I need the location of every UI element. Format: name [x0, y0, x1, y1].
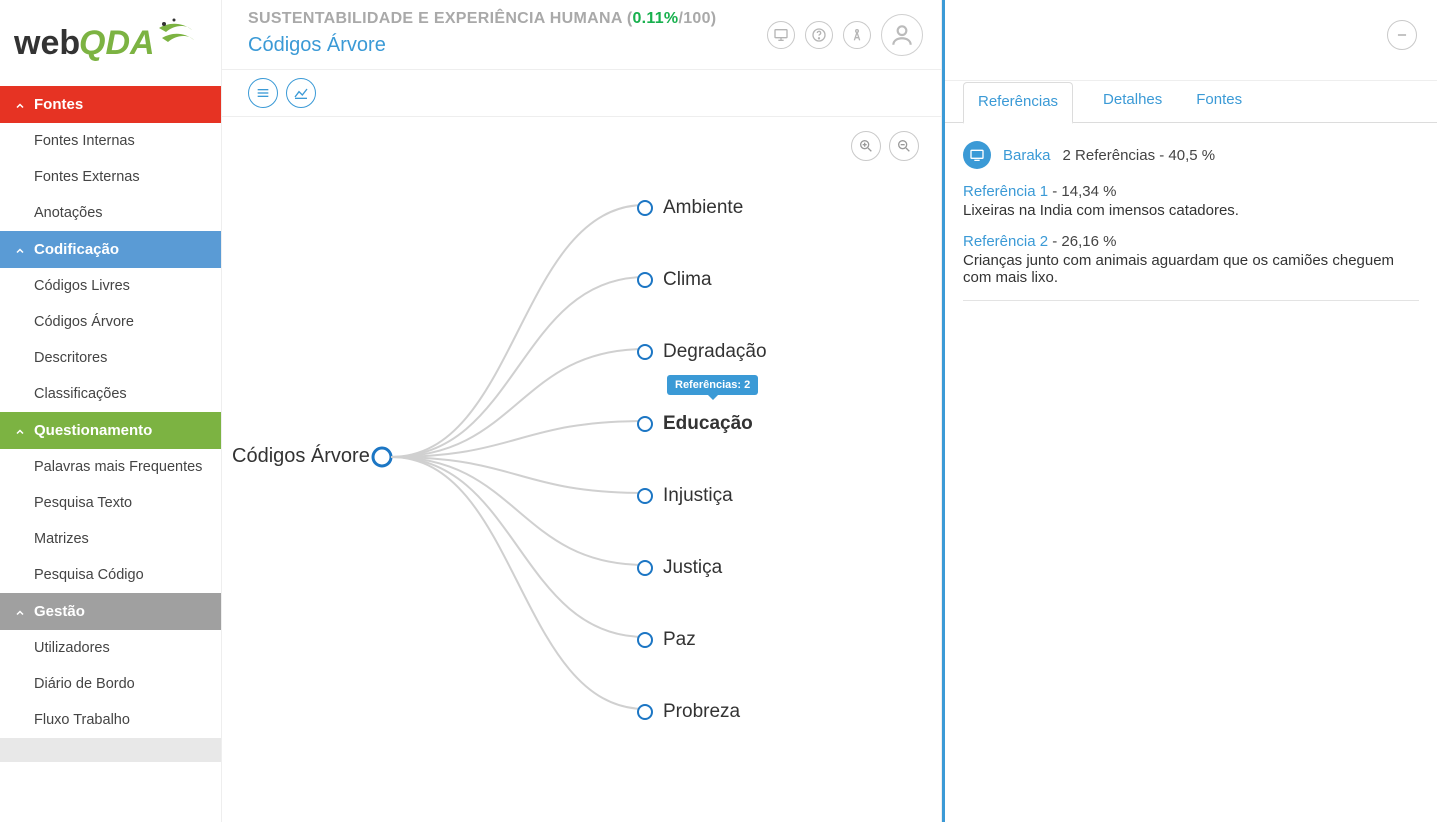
node-circle-icon: [637, 704, 653, 720]
sidebar-item-codificacao-1[interactable]: Códigos Árvore: [0, 304, 221, 340]
logo: web QDA: [0, 0, 221, 86]
tree-node-6[interactable]: Paz: [637, 629, 696, 651]
leaf-icon: [162, 34, 194, 42]
project-title: SUSTENTABILIDADE E EXPERIÊNCIA HUMANA (0…: [248, 10, 767, 28]
avatar[interactable]: [881, 14, 923, 56]
section-label: Gestão: [34, 603, 85, 620]
tree-node-5[interactable]: Justiça: [637, 557, 722, 579]
sidebar: web QDA Fontes Fontes InternasFontes Exte…: [0, 0, 222, 822]
sidebar-item-questionamento-3[interactable]: Pesquisa Código: [0, 557, 221, 593]
chevron-up-icon: [14, 244, 26, 256]
details-panel: Referências Detalhes Fontes Baraka 2 Refer…: [942, 0, 1437, 822]
sidebar-item-gestao-2[interactable]: Fluxo Trabalho: [0, 702, 221, 738]
node-circle-icon: [637, 560, 653, 576]
sidebar-item-codificacao-3[interactable]: Classificações: [0, 376, 221, 412]
tree-node-2[interactable]: Degradação: [637, 341, 767, 363]
sidebar-footer: [0, 738, 221, 762]
sidebar-item-codificacao-2[interactable]: Descritores: [0, 340, 221, 376]
node-label: Justiça: [663, 557, 722, 579]
sidebar-item-fontes-1[interactable]: Fontes Externas: [0, 159, 221, 195]
tree-root-label: Códigos Árvore: [232, 445, 370, 468]
main-area: SUSTENTABILIDADE E EXPERIÊNCIA HUMANA (0…: [222, 0, 942, 822]
sidebar-item-codificacao-0[interactable]: Códigos Livres: [0, 268, 221, 304]
sidebar-item-gestao-1[interactable]: Diário de Bordo: [0, 666, 221, 702]
node-label: Educação: [663, 413, 753, 435]
project-total: /100: [678, 10, 710, 27]
sidebar-item-questionamento-1[interactable]: Pesquisa Texto: [0, 485, 221, 521]
node-label: Paz: [663, 629, 696, 651]
list-view-button[interactable]: [248, 78, 278, 108]
tree-node-3[interactable]: Educação: [637, 413, 753, 435]
reference-text: Crianças junto com animais aguardam que …: [963, 252, 1419, 286]
project-percent: 0.11%: [632, 10, 678, 27]
node-circle-icon: [637, 488, 653, 504]
reference-text: Lixeiras na India com imensos catadores.: [963, 202, 1419, 219]
presentation-icon[interactable]: [767, 21, 795, 49]
section-label: Questionamento: [34, 422, 152, 439]
node-label: Degradação: [663, 341, 767, 363]
node-circle-icon: [637, 344, 653, 360]
tree-node-1[interactable]: Clima: [637, 269, 712, 291]
compass-icon[interactable]: [843, 21, 871, 49]
panel-body: Baraka 2 Referências - 40,5 % Referência…: [945, 123, 1437, 319]
section-header-fontes[interactable]: Fontes: [0, 86, 221, 123]
section-label: Fontes: [34, 96, 83, 113]
panel-separator: [963, 300, 1419, 301]
reference-0: Referência 1 - 14,34 % Lixeiras na India …: [963, 183, 1419, 219]
reference-percent: - 14,34 %: [1048, 183, 1116, 200]
source-type-icon: [963, 141, 991, 169]
source-row: Baraka 2 Referências - 40,5 %: [963, 141, 1419, 169]
node-label: Injustiça: [663, 485, 733, 507]
node-circle-icon: [637, 632, 653, 648]
sidebar-item-questionamento-2[interactable]: Matrizes: [0, 521, 221, 557]
section-header-codificacao[interactable]: Codificação: [0, 231, 221, 268]
help-icon[interactable]: [805, 21, 833, 49]
source-meta: 2 Referências - 40,5 %: [1063, 147, 1216, 164]
chevron-up-icon: [14, 606, 26, 618]
panel-tabs: Referências Detalhes Fontes: [945, 81, 1437, 123]
chevron-up-icon: [14, 99, 26, 111]
node-circle-icon: [637, 272, 653, 288]
node-label: Clima: [663, 269, 712, 291]
tab-2[interactable]: Fontes: [1192, 81, 1246, 122]
section-header-gestao[interactable]: Gestão: [0, 593, 221, 630]
source-name[interactable]: Baraka: [1003, 147, 1051, 164]
section-header-questionamento[interactable]: Questionamento: [0, 412, 221, 449]
tab-0[interactable]: Referências: [963, 82, 1073, 124]
reference-count-badge: Referências: 2: [667, 375, 758, 395]
collapse-panel-button[interactable]: [1387, 20, 1417, 50]
reference-link[interactable]: Referência 2: [963, 233, 1048, 250]
node-circle-icon: [637, 200, 653, 216]
sidebar-item-gestao-0[interactable]: Utilizadores: [0, 630, 221, 666]
chevron-up-icon: [14, 425, 26, 437]
sidebar-item-fontes-2[interactable]: Anotações: [0, 195, 221, 231]
node-label: Probreza: [663, 701, 740, 723]
page-subtitle: Códigos Árvore: [248, 34, 767, 57]
tree-view-button[interactable]: [286, 78, 316, 108]
topbar: SUSTENTABILIDADE E EXPERIÊNCIA HUMANA (0…: [222, 0, 941, 70]
reference-percent: - 26,16 %: [1048, 233, 1116, 250]
sidebar-item-fontes-0[interactable]: Fontes Internas: [0, 123, 221, 159]
reference-1: Referência 2 - 26,16 % Crianças junto com…: [963, 233, 1419, 286]
project-title-text: SUSTENTABILIDADE E EXPERIÊNCIA HUMANA: [248, 10, 622, 27]
sidebar-item-questionamento-0[interactable]: Palavras mais Frequentes: [0, 449, 221, 485]
app-root: web QDA Fontes Fontes InternasFontes Exte…: [0, 0, 1437, 822]
section-label: Codificação: [34, 241, 119, 258]
tree-node-0[interactable]: Ambiente: [637, 197, 743, 219]
tree-canvas[interactable]: Códigos Árvore Ambiente Clima Degradação Ed…: [222, 117, 941, 822]
logo-text-web: web: [14, 24, 80, 62]
reference-link[interactable]: Referência 1: [963, 183, 1048, 200]
node-circle-icon: [637, 416, 653, 432]
logo-text-qda: QDA: [79, 24, 155, 62]
tree-node-4[interactable]: Injustiça: [637, 485, 733, 507]
node-label: Ambiente: [663, 197, 743, 219]
tab-1[interactable]: Detalhes: [1099, 81, 1166, 122]
tree-node-7[interactable]: Probreza: [637, 701, 740, 723]
viewbar: [222, 70, 941, 117]
